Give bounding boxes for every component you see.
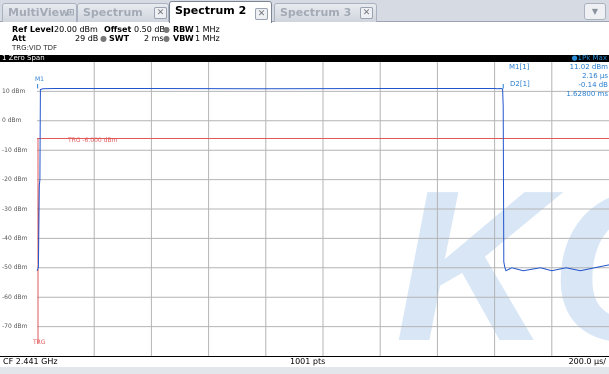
window-title-bar: 1 Zero Span ●1Pk Max <box>0 54 609 62</box>
att-label: Att <box>12 34 26 43</box>
settings-panel: Ref Level 20.00 dBm Offset 0.50 dB ● RBW… <box>0 23 609 55</box>
swt-value: 2 ms <box>144 34 164 43</box>
time-per-division: 200.0 µs/ <box>568 357 606 366</box>
vbw-value: 1 MHz <box>195 34 220 43</box>
y-axis-tick-label: -70 dBm <box>2 323 28 331</box>
tab-spectrum-label: Spectrum <box>83 6 143 19</box>
trigger-level-line <box>37 137 609 344</box>
center-frequency: CF 2.441 GHz <box>3 357 58 366</box>
watermark-logo: KC <box>395 145 609 356</box>
y-axis-tick-label: -20 dBm <box>2 176 28 184</box>
marker-lines <box>37 84 504 89</box>
trace-1 <box>36 87 609 272</box>
offset-value: 0.50 dB <box>134 25 165 34</box>
tab-spectrum-2-label: Spectrum 2 <box>175 4 247 17</box>
trace-indicator: ●1Pk Max <box>571 54 607 62</box>
rbw-value: 1 MHz <box>195 25 220 34</box>
trigger-status: TRG:VID TDF <box>12 44 58 52</box>
y-axis-tick-label: -50 dBm <box>2 264 28 272</box>
tab-spectrum-3-label: Spectrum 3 <box>280 6 352 19</box>
y-axis-tick-label: -40 dBm <box>2 234 28 242</box>
swt-label: SWT <box>109 34 130 43</box>
window-title: 1 Zero Span <box>2 54 45 62</box>
tab-bar: MultiView ⊞ Spectrum ✕ Spectrum 2 ✕ Spec… <box>0 0 609 23</box>
marker-m1-flag: M1 <box>35 76 44 83</box>
marker-m1-level: 11.02 dBm <box>569 63 608 71</box>
sep-dot: ● <box>100 34 107 43</box>
chart-canvas[interactable]: KC <box>0 62 609 356</box>
tab-multiview-label: MultiView <box>8 6 70 19</box>
plot-area[interactable]: KC 10 dBm 0 dBm -10 dBm -20 dBm -30 dBm -40 d… <box>0 62 609 356</box>
ref-level-value: 20.00 dBm <box>54 25 98 34</box>
chevron-down-icon[interactable]: ▼ <box>584 3 606 20</box>
offset-label: Offset <box>104 25 132 34</box>
marker-m1-time: 2.16 µs <box>582 72 608 80</box>
y-axis-tick-label: 0 dBm <box>2 117 22 125</box>
rbw-label: RBW <box>173 25 194 34</box>
sep-dot: ● <box>163 34 170 43</box>
close-icon[interactable]: ✕ <box>154 7 167 19</box>
grid-lines <box>37 62 609 356</box>
grid-icon: ⊞ <box>67 8 75 18</box>
y-axis-tick-label: 10 dBm <box>2 87 26 95</box>
tab-spectrum-3[interactable]: Spectrum 3 ✕ <box>274 3 377 22</box>
point-count: 1001 pts <box>290 357 326 366</box>
marker-m1-name: M1[1] <box>509 63 530 71</box>
y-axis-tick-label: -10 dBm <box>2 146 28 154</box>
marker-d2-level: -0.14 dB <box>578 81 608 89</box>
y-axis-tick-label: -30 dBm <box>2 205 28 213</box>
marker-d2-flag: D2[1] <box>510 80 530 88</box>
tab-spectrum-2[interactable]: Spectrum 2 ✕ <box>169 1 272 23</box>
att-value: 29 dB <box>75 34 99 43</box>
y-axis-tick-label: -60 dBm <box>2 293 28 301</box>
close-icon[interactable]: ✕ <box>255 8 268 20</box>
status-footer: CF 2.441 GHz 1001 pts 200.0 µs/ <box>0 356 609 367</box>
trigger-marker-label: TRG <box>33 339 46 346</box>
tab-multiview[interactable]: MultiView ⊞ <box>2 3 77 22</box>
tab-spectrum[interactable]: Spectrum ✕ <box>77 3 169 22</box>
sep-dot: ● <box>163 25 170 34</box>
trigger-line-label: TRG -6.000 dBm <box>68 137 118 144</box>
marker-d2-time: 1.62800 ms <box>566 90 608 98</box>
close-icon[interactable]: ✕ <box>360 7 373 19</box>
ref-level-label: Ref Level <box>12 25 54 34</box>
vbw-label: VBW <box>173 34 194 43</box>
status-bar <box>0 367 609 374</box>
